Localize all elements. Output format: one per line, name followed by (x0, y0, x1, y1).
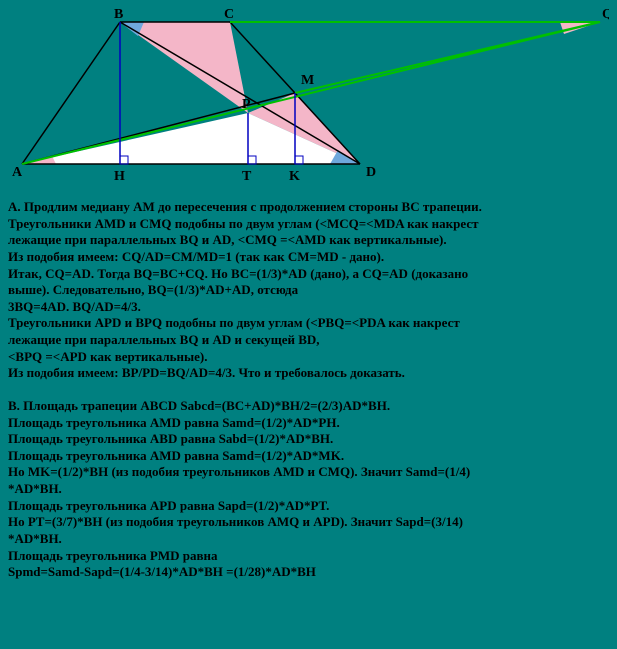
svg-text:A: A (12, 165, 23, 180)
line: 3BQ=4AD. BQ/AD=4/3. (8, 299, 609, 316)
line: Площадь треугольника APD равна Sapd=(1/2… (8, 498, 609, 515)
line: Площадь треугольника PMD равна (8, 548, 609, 565)
page-root: A B C D Q M P H T K A. Продлим медиану AM до пере… (0, 0, 617, 589)
line: выше). Следовательно, BQ=(1/3)*AD+AD, от… (8, 282, 609, 299)
line: Площадь треугольника AMD равна Samd=(1/2… (8, 415, 609, 432)
line: Площадь треугольника ABD равна Sabd=(1/2… (8, 431, 609, 448)
svg-text:P: P (242, 97, 251, 112)
line: A. Продлим медиану AM до пересечения с п… (8, 199, 609, 216)
svg-text:D: D (366, 165, 376, 180)
svg-text:B: B (114, 7, 123, 22)
line: Spmd=Samd-Sapd=(1/4-3/14)*AD*BH =(1/28)*… (8, 564, 609, 581)
svg-text:Q: Q (602, 7, 609, 22)
svg-text:K: K (289, 169, 300, 184)
geometry-diagram: A B C D Q M P H T K (8, 4, 609, 192)
line: B. Площадь трапеции ABCD Sabcd=(BC+AD)*B… (8, 398, 609, 415)
line: Из подобия имеем: CQ/AD=CM/MD=1 (так как… (8, 249, 609, 266)
line: Из подобия имеем: BP/PD=BQ/AD=4/3. Что и… (8, 365, 609, 382)
line: *AD*BH. (8, 481, 609, 498)
line: Но PT=(3/7)*BH (из подобия треугольников… (8, 514, 609, 531)
section-gap (8, 382, 609, 396)
line: лежащие при параллельных BQ и AD и секущ… (8, 332, 609, 349)
line: Но MK=(1/2)*BH (из подобия треугольников… (8, 464, 609, 481)
line: <BPQ =<APD как вертикальные). (8, 349, 609, 366)
svg-text:M: M (301, 73, 314, 88)
proof-section-a: A. Продлим медиану AM до пересечения с п… (8, 199, 609, 382)
line: Треугольники APD и BPQ подобны по двум у… (8, 315, 609, 332)
svg-text:H: H (114, 169, 125, 184)
line: Треугольники AMD и CMQ подобны по двум у… (8, 216, 609, 233)
line: лежащие при параллельных BQ и AD, <CMQ =… (8, 232, 609, 249)
line: Итак, CQ=AD. Тогда BQ=BC+CQ. Но BC=(1/3)… (8, 266, 609, 283)
svg-text:C: C (224, 7, 234, 22)
line: Площадь треугольника AMD равна Samd=(1/2… (8, 448, 609, 465)
svg-text:T: T (242, 169, 252, 184)
proof-section-b: B. Площадь трапеции ABCD Sabcd=(BC+AD)*B… (8, 398, 609, 581)
line: *AD*BH. (8, 531, 609, 548)
